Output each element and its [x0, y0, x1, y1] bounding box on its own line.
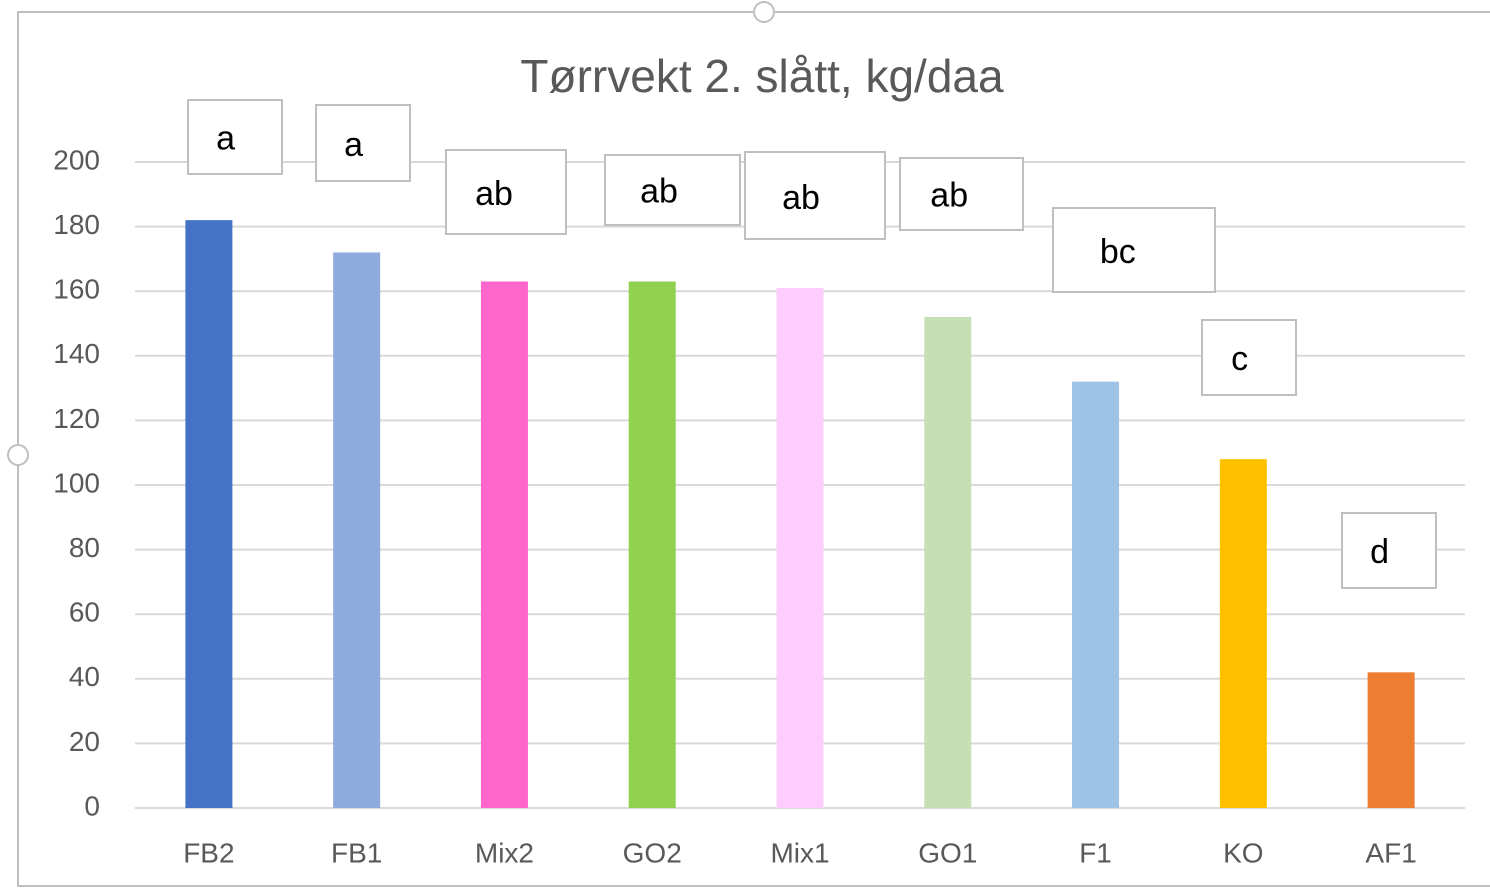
bar	[628, 281, 676, 808]
annotation: ab	[640, 172, 678, 210]
y-tick-label: 20	[69, 726, 100, 757]
y-tick-label: 120	[53, 403, 100, 434]
y-tick-label: 160	[53, 274, 100, 305]
annotation: ab	[782, 179, 820, 217]
y-tick-label: 140	[53, 338, 100, 369]
annotation-box	[744, 151, 886, 240]
y-tick-label: 40	[69, 661, 100, 692]
annotation: c	[1231, 340, 1248, 378]
y-tick-label: 180	[53, 209, 100, 240]
annotation: ab	[930, 177, 968, 215]
x-tick-label: GO2	[623, 837, 682, 868]
annotation: a	[216, 120, 235, 158]
x-tick-label: Mix1	[770, 837, 829, 868]
bar	[333, 252, 381, 808]
annotation: ab	[475, 175, 513, 213]
annotation-box	[899, 157, 1024, 231]
annotation-box	[1052, 207, 1216, 293]
resize-handle	[7, 444, 29, 466]
annotation: bc	[1100, 233, 1136, 271]
y-tick-label: 80	[69, 532, 100, 563]
x-tick-label: AF1	[1365, 837, 1416, 868]
bar	[924, 317, 972, 808]
bar	[1367, 672, 1415, 808]
x-tick-label: KO	[1223, 837, 1263, 868]
bar	[185, 220, 233, 808]
x-tick-label: FB2	[183, 837, 234, 868]
bar	[480, 281, 528, 808]
annotation-box	[1201, 319, 1297, 396]
resize-handle	[753, 1, 775, 23]
x-tick-label: F1	[1079, 837, 1112, 868]
annotation: a	[344, 126, 363, 164]
x-tick-label: GO1	[918, 837, 977, 868]
chart-title: Tørrvekt 2. slått, kg/daa	[520, 50, 1004, 102]
annotation-box	[315, 104, 411, 182]
annotation-box	[604, 154, 741, 226]
annotation-box	[1341, 512, 1437, 589]
y-tick-label: 0	[84, 790, 100, 821]
annotation-box	[445, 149, 567, 235]
bar	[776, 287, 824, 809]
y-tick-label: 60	[69, 597, 100, 628]
bar	[1219, 459, 1267, 808]
x-tick-label: FB1	[331, 837, 382, 868]
x-tick-label: Mix2	[475, 837, 534, 868]
bar	[1072, 381, 1120, 808]
annotation-box	[187, 99, 283, 175]
y-tick-label: 100	[53, 467, 100, 498]
y-tick-label: 200	[53, 144, 100, 175]
annotation: d	[1370, 533, 1389, 571]
